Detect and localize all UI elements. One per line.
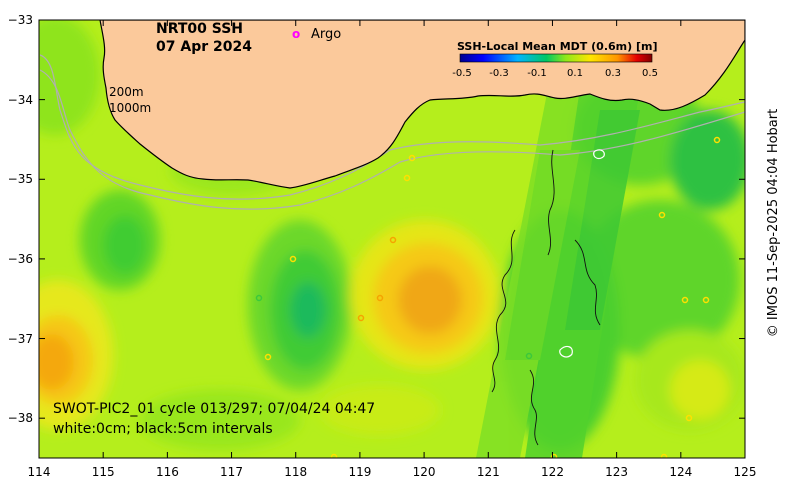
- y-tick-label: −33: [8, 13, 33, 27]
- colorbar-tick: 0.3: [605, 68, 621, 79]
- plot-area: [39, 20, 745, 458]
- y-tick-label: −36: [8, 252, 33, 266]
- colorbar-gradient: [459, 53, 653, 63]
- isobath-label-1000m: 1000m: [109, 101, 151, 115]
- float-markers: [255, 136, 721, 458]
- argo-legend-marker: o: [292, 27, 300, 41]
- x-tick-label: 115: [92, 465, 115, 479]
- argo-legend-label: Argo: [311, 27, 341, 42]
- x-tick-label: 122: [541, 465, 564, 479]
- y-tick-label: −34: [8, 93, 33, 107]
- colorbar-tick: -0.5: [452, 68, 472, 79]
- colorbar-tick: 0.1: [567, 68, 583, 79]
- plot-frame: [38, 19, 746, 459]
- x-tick-label: 120: [413, 465, 436, 479]
- y-tick-label: −38: [8, 411, 33, 425]
- y-axis-labels: −33 −34 −35 −36 −37 −38: [8, 13, 33, 425]
- y-tick-label: −35: [8, 172, 33, 186]
- x-tick-label: 116: [156, 465, 179, 479]
- isobath-label-200m: 200m: [109, 85, 144, 99]
- isobath-lines: [39, 54, 745, 210]
- colorbar-tick: 0.5: [642, 68, 658, 79]
- swot-annotation-line2: white:0cm; black:5cm intervals: [53, 421, 273, 437]
- colorbar-tick: -0.1: [527, 68, 547, 79]
- swot-annotation-line1: SWOT-PIC2_01 cycle 013/297; 07/04/24 04:…: [53, 401, 375, 417]
- x-tick-label: 123: [605, 465, 628, 479]
- x-axis-ticks: [38, 20, 746, 458]
- x-tick-label: 118: [284, 465, 307, 479]
- colorbar: SSH-Local Mean MDT (0.6m) [m] -0.5 -0.3 …: [452, 40, 658, 79]
- imos-credit: © IMOS 11-Sep-2025 04:04 Hobart: [766, 108, 781, 338]
- x-tick-label: 117: [220, 465, 243, 479]
- x-tick-label: 125: [734, 465, 757, 479]
- map-product-title: NRT00 SSH: [156, 21, 243, 37]
- x-tick-label: 119: [348, 465, 371, 479]
- colorbar-title: SSH-Local Mean MDT (0.6m) [m]: [457, 40, 657, 53]
- x-tick-label: 124: [669, 465, 692, 479]
- y-tick-label: −37: [8, 332, 33, 346]
- x-tick-label: 114: [28, 465, 51, 479]
- x-axis-labels: 114 115 116 117 118 119 120 121 122 123 …: [28, 465, 757, 479]
- contour-0cm: [559, 149, 605, 358]
- x-tick-label: 121: [477, 465, 500, 479]
- swot-swath: [476, 88, 640, 458]
- map-date: 07 Apr 2024: [156, 39, 252, 55]
- contour-5cm: [491, 149, 601, 446]
- y-axis-ticks: [39, 19, 745, 419]
- colorbar-tick: -0.3: [489, 68, 509, 79]
